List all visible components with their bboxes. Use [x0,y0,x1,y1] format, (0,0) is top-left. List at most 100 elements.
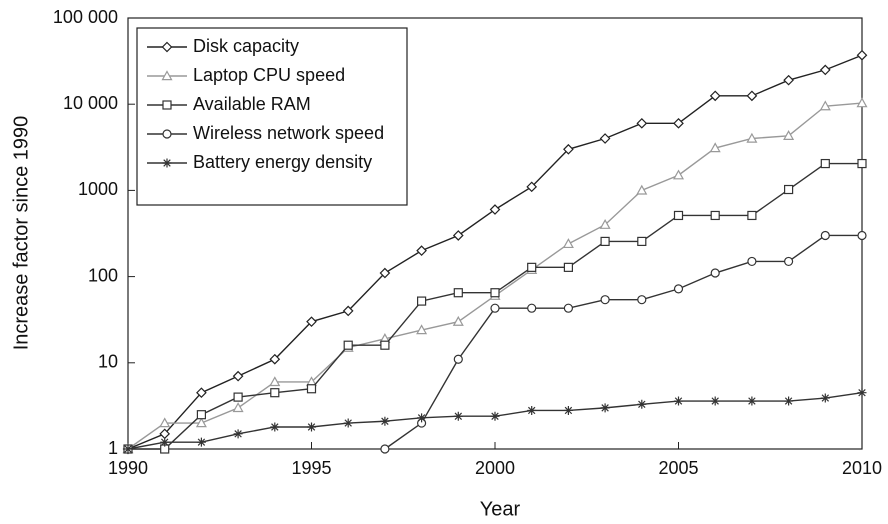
point [527,262,537,272]
point [673,210,684,221]
point [269,353,281,365]
point [747,396,757,406]
point [161,41,173,53]
point [673,117,684,129]
point [563,405,573,415]
series-line [384,234,862,450]
point [380,416,390,426]
point [196,387,207,399]
point [452,315,464,326]
point [489,204,501,215]
x-axis-label: Year [480,498,521,520]
point [416,245,427,256]
point [783,130,795,140]
point [747,210,757,221]
point [270,388,280,398]
legend-label: Wireless network speed [193,123,384,143]
point [746,90,758,102]
point [490,303,500,313]
point [306,384,317,394]
point [819,64,831,76]
point [709,142,721,153]
point [600,236,610,247]
point [379,267,391,279]
point [820,230,830,241]
point [563,143,574,155]
point [161,70,173,81]
point [417,413,427,423]
point [343,340,353,350]
point [819,100,831,111]
point [746,132,758,143]
point [636,184,648,195]
legend-label: Available RAM [193,94,311,114]
point [783,74,794,86]
point [306,316,317,328]
point [162,100,172,110]
point [490,411,500,421]
point [600,403,610,413]
point [563,262,574,272]
point [783,184,794,195]
point [526,181,538,193]
point [195,417,207,428]
point [453,354,463,364]
legend-label: Laptop CPU speed [193,65,345,85]
point [637,236,647,247]
point [857,158,867,169]
point [637,295,647,305]
point [636,117,648,129]
point [452,230,464,241]
point [233,429,243,439]
point [162,158,172,168]
point [160,437,170,447]
legend-label: Battery energy density [193,152,372,172]
point [269,376,281,387]
point [856,49,868,61]
point [159,417,171,428]
point [196,437,206,447]
point [674,396,683,406]
y-tick-label: 100 [88,265,118,285]
point [233,392,243,402]
point [342,305,354,317]
x-tick-label: 2005 [658,458,698,478]
point [307,422,316,432]
y-axis-label: Increase factor since 1990 [10,116,32,351]
x-tick-label: 1990 [108,458,148,478]
point [123,444,133,454]
y-tick-label: 1000 [78,179,118,199]
point [527,303,537,313]
point [600,295,610,305]
point [417,296,427,306]
point [747,256,757,267]
point [380,340,390,350]
point [453,411,463,421]
point [380,444,390,454]
point [783,256,794,267]
point [856,97,868,108]
point [599,133,611,144]
point [709,90,721,102]
point [563,303,574,313]
point [857,388,867,398]
point [416,324,428,335]
point [820,393,830,403]
y-tick-label: 100 000 [53,7,118,27]
point [637,399,647,409]
point [710,210,720,221]
point [820,158,830,169]
legend-box [136,27,408,206]
point [857,230,867,241]
y-tick-label: 10 [98,352,118,372]
point [784,396,794,406]
point [232,370,244,382]
point [672,169,685,180]
x-tick-label: 2010 [842,458,882,478]
y-tick-label: 1 [108,438,118,458]
point [562,238,574,249]
point [453,288,463,298]
point [490,288,500,298]
point [599,218,611,229]
